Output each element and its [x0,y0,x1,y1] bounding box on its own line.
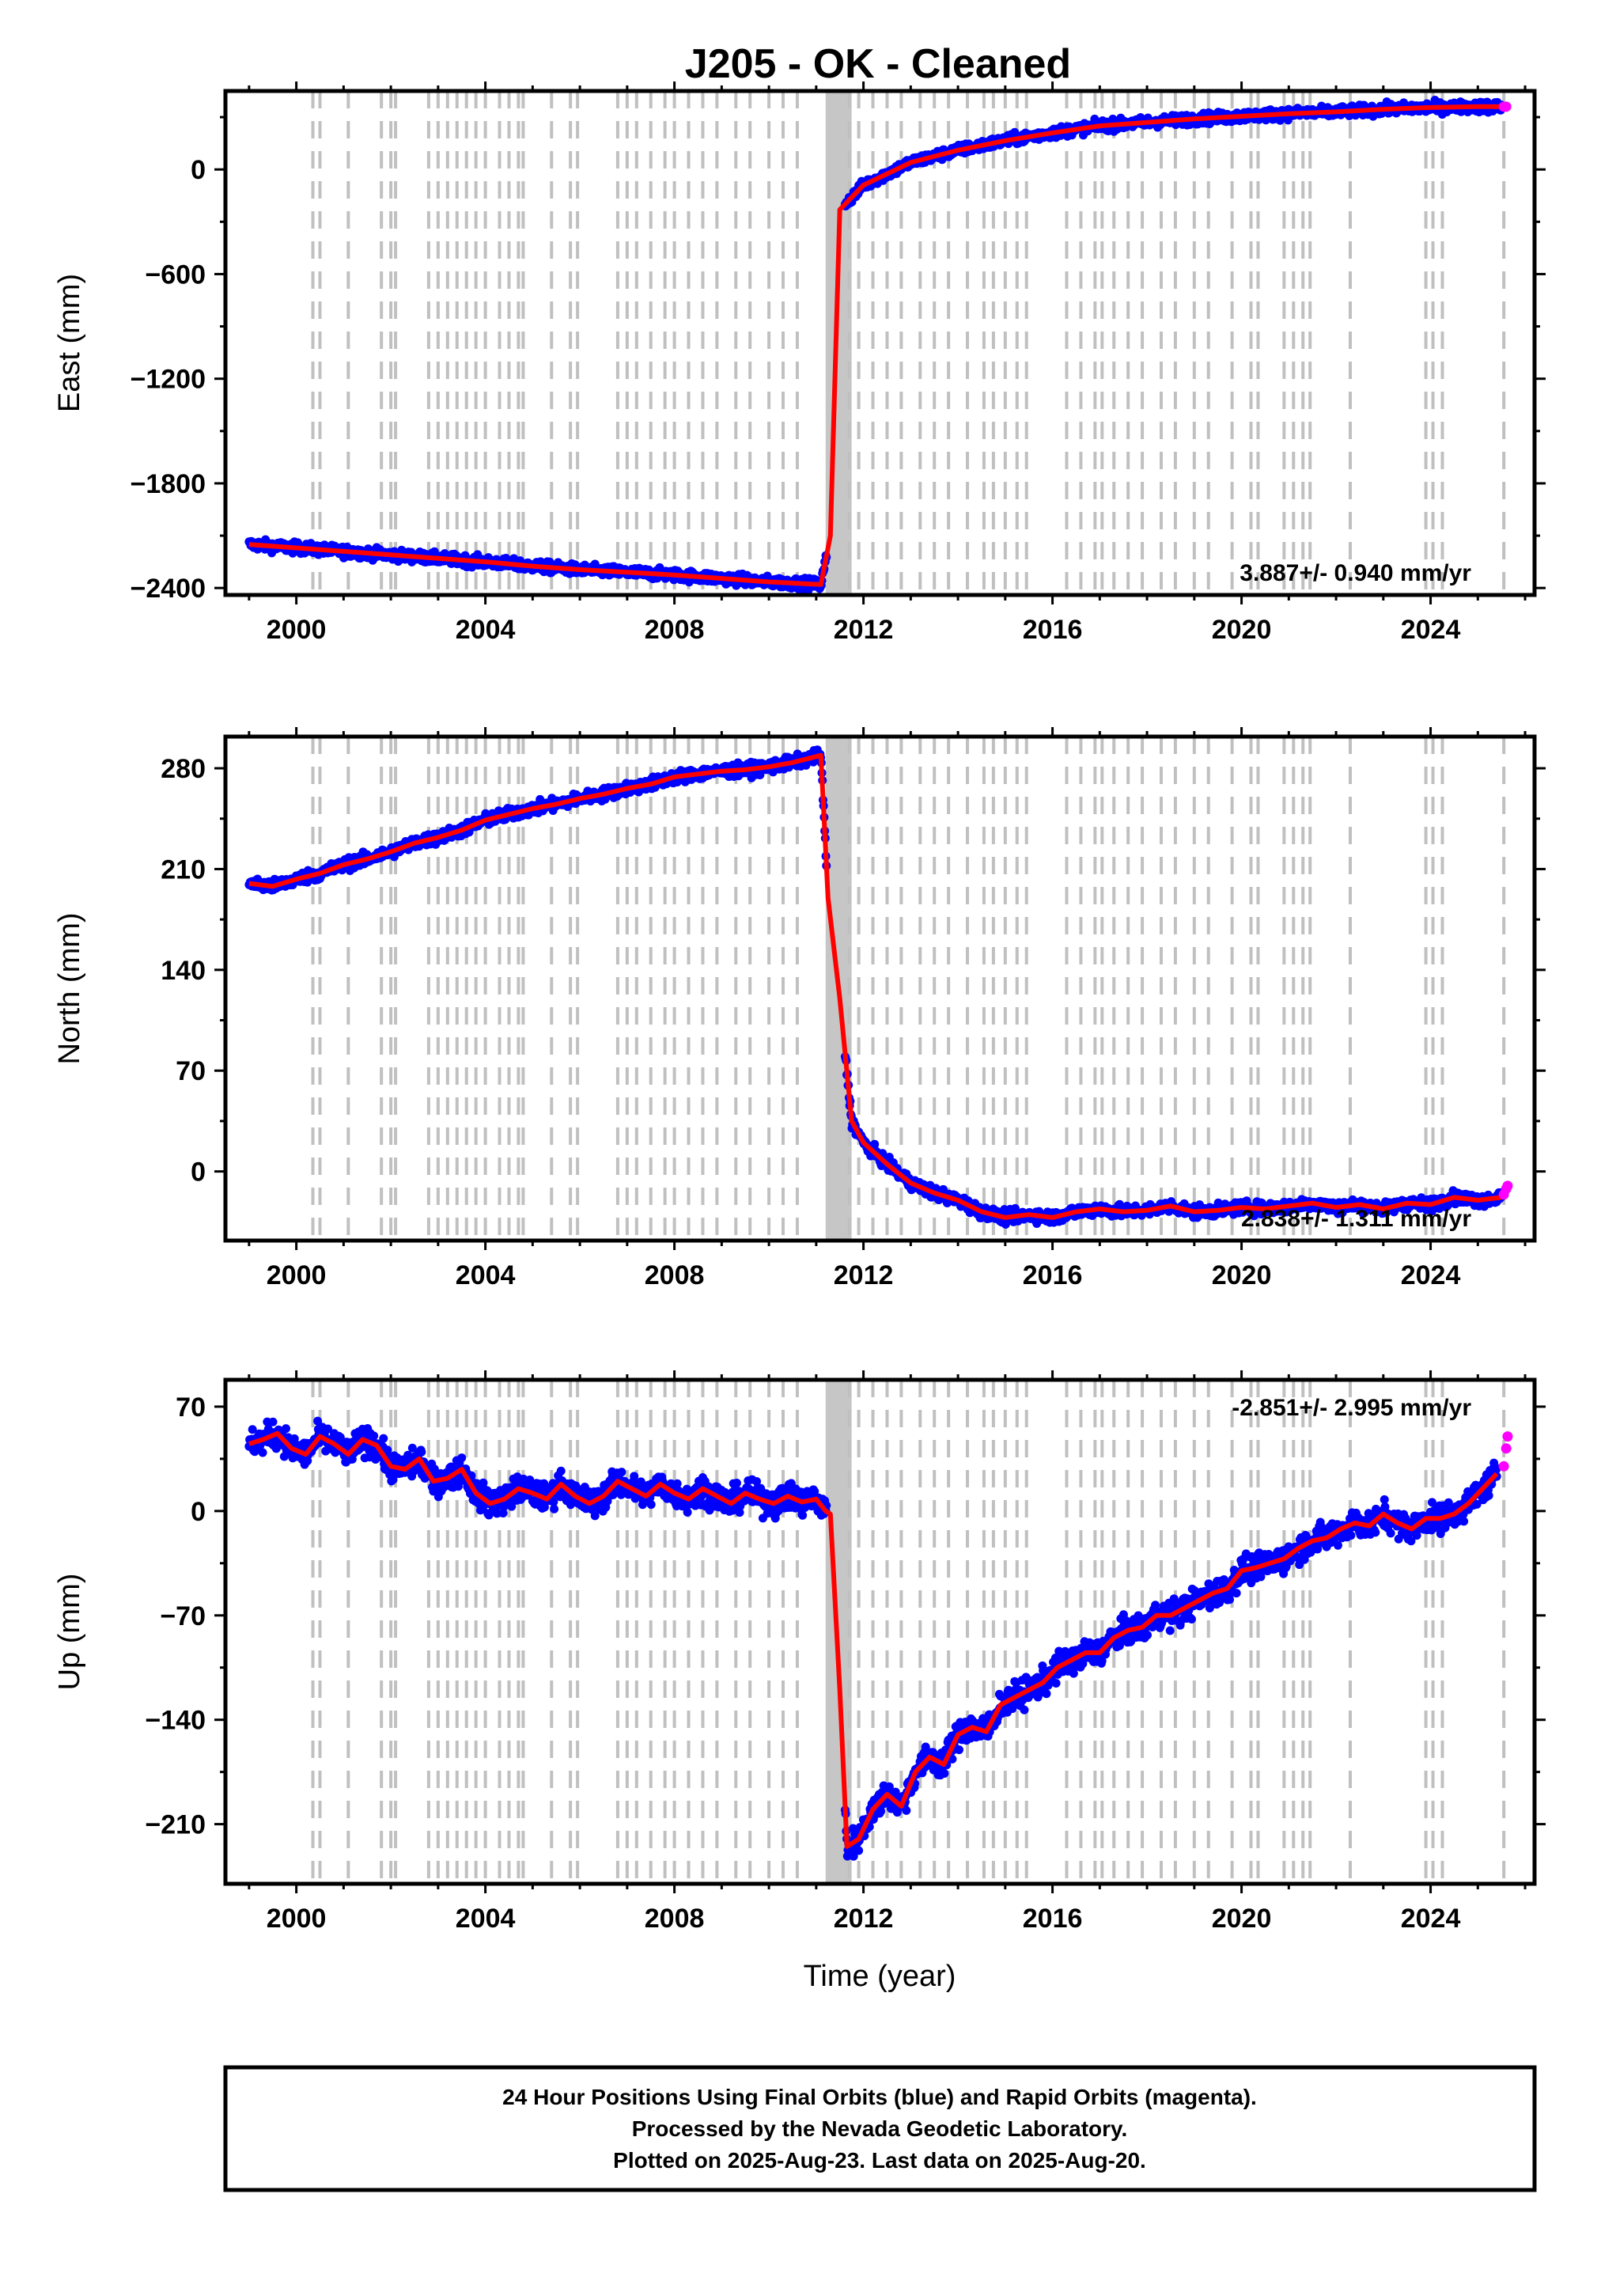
plot-area [244,91,1512,595]
y-tick-label: −600 [145,260,206,290]
x-tick-label: 2024 [1401,1260,1461,1290]
y-axis-label: North (mm) [53,912,86,1064]
figure-title: J205 - OK - Cleaned [685,41,1071,87]
x-tick-label: 2020 [1212,615,1272,645]
y-tick-label: −2400 [131,574,206,604]
velocity-rate-label: 2.838+/- 1.311 mm/yr [1241,1206,1471,1232]
model-fit-line [248,752,1502,1220]
panel-frame [223,89,1537,597]
y-tick-label: 140 [161,956,206,986]
final-orbit-point [313,1416,323,1426]
final-orbit-point [268,1417,278,1426]
final-orbit-point [248,1425,257,1434]
final-orbit-point [258,1448,267,1457]
plot-area [244,737,1513,1241]
y-tick-label: 0 [191,1157,206,1188]
rapid-orbit-point [1502,1180,1513,1192]
rapid-orbit-points [1498,1180,1513,1200]
x-tick-label: 2012 [834,615,894,645]
x-tick-label: 2008 [645,615,705,645]
final-orbit-point [369,1431,379,1441]
y-tick-label: 280 [161,754,206,784]
final-orbit-point [281,1424,290,1434]
model-fit-line [248,104,1502,587]
x-tick-label: 2020 [1212,1260,1272,1290]
y-axis-label: East (mm) [53,274,86,412]
y-tick-label: 210 [161,854,206,885]
x-tick-label: 2016 [1023,1260,1083,1290]
x-tick-label: 2008 [645,1260,705,1290]
x-tick-label: 2004 [456,615,516,645]
final-orbit-point [335,1433,345,1442]
panel-up: 2000 2004 2008 2012 2016 2020 2024700−70−140−2… [53,1370,1546,1934]
y-tick-label: −1800 [131,469,206,499]
x-tick-label: 2000 [267,615,327,645]
y-tick-label: 0 [191,155,206,185]
final-orbit-point [870,1139,880,1149]
rapid-orbit-points [1498,101,1512,112]
panel-north: 2000 2004 2008 2012 2016 2020 2024 280 210 140 70 0… [53,727,1546,1290]
velocity-rate-label: 3.887+/- 0.940 mm/yr [1240,560,1471,586]
x-tick-label: 2004 [456,1260,516,1290]
final-orbit-point [324,1424,333,1434]
y-tick-label: −1200 [131,365,206,395]
y-tick-label: 70 [176,1056,206,1086]
x-tick-label: 2012 [834,1260,894,1290]
x-tick-label: 2016 [1023,615,1083,645]
rapid-orbit-point [1501,101,1512,112]
x-tick-label: 2000 [267,1260,327,1290]
plot-area [244,1380,1513,1884]
x-tick-label: 2024 [1401,615,1461,645]
panel-east: 2000 2004 2008 2012 2016 2020 2024 0 −600 −1200 −1… [53,81,1546,645]
panel-frame [223,734,1537,1243]
